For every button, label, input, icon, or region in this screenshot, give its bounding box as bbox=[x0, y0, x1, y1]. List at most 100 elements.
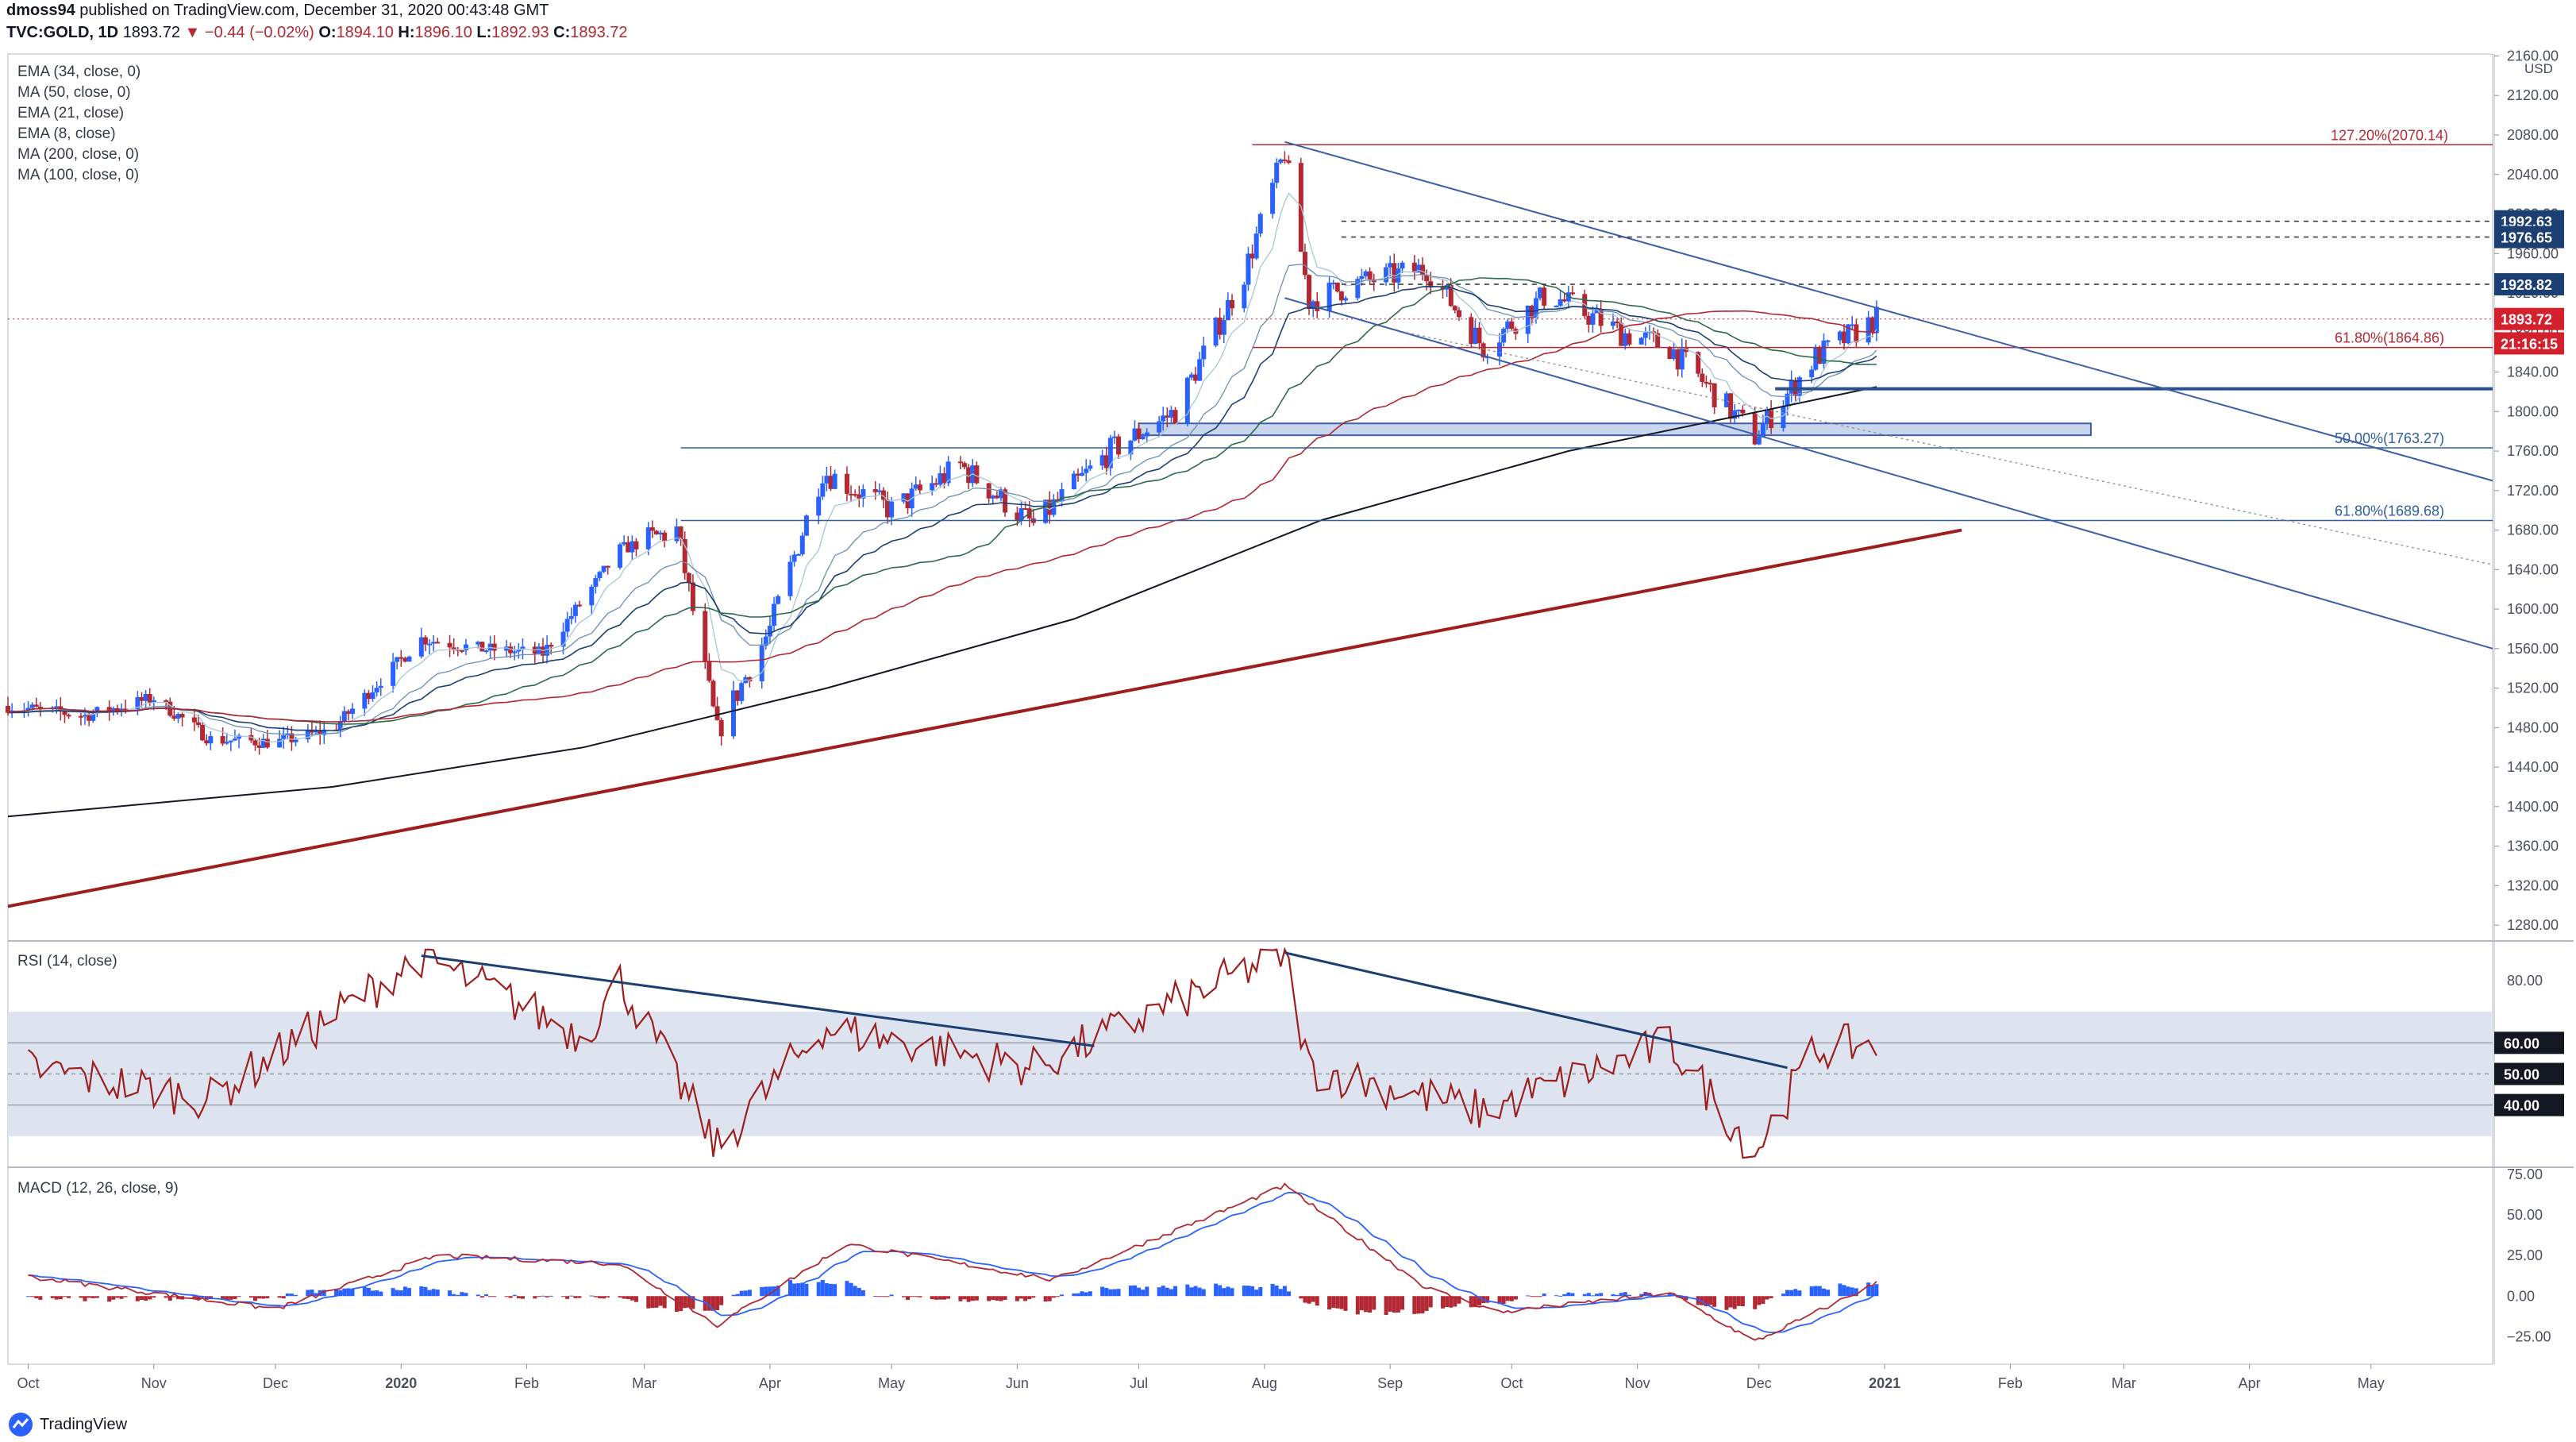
candle-body bbox=[6, 705, 10, 713]
macd-histogram-bar bbox=[703, 1296, 707, 1311]
macd-histogram-bar bbox=[1441, 1296, 1446, 1309]
candle-body bbox=[714, 706, 720, 720]
macd-histogram-bar bbox=[1015, 1296, 1019, 1301]
macd-histogram-bar bbox=[966, 1296, 971, 1302]
candle-body bbox=[1821, 340, 1827, 364]
indicator-ema8[interactable]: EMA (8, close) bbox=[17, 125, 116, 142]
ma-200-line bbox=[7, 386, 1877, 818]
macd-histogram-bar bbox=[1534, 1296, 1538, 1297]
candle-body bbox=[191, 717, 197, 723]
ema-34-line bbox=[7, 286, 1877, 731]
candle-body bbox=[576, 604, 582, 607]
candle-body bbox=[435, 642, 441, 644]
currency-label: USD bbox=[2524, 61, 2553, 76]
macd-histogram-bar bbox=[144, 1296, 148, 1301]
indicator-ma100[interactable]: MA (100, close, 0) bbox=[17, 167, 140, 183]
candle-body bbox=[1671, 349, 1677, 359]
candle-body bbox=[880, 490, 886, 500]
macd-histogram-bar bbox=[1684, 1296, 1688, 1301]
candle-body bbox=[143, 693, 148, 701]
macd-histogram-bar bbox=[658, 1296, 663, 1306]
candle-body bbox=[33, 704, 39, 707]
tradingview-logo-icon bbox=[9, 1413, 33, 1436]
candle-body bbox=[1107, 438, 1113, 468]
macd-histogram-bar bbox=[1173, 1286, 1178, 1297]
candle-body bbox=[25, 708, 31, 711]
candle-body bbox=[406, 656, 412, 662]
candle-body bbox=[135, 696, 141, 709]
candle-body bbox=[1424, 275, 1430, 282]
macd-histogram-bar bbox=[606, 1296, 610, 1297]
candle-body bbox=[479, 642, 485, 652]
macd-histogram-bar bbox=[1254, 1290, 1259, 1297]
macd-histogram-bar bbox=[1282, 1286, 1287, 1297]
candle-body bbox=[90, 713, 96, 721]
price-axis-label: 1680.00 bbox=[2507, 522, 2559, 538]
ema-8-line bbox=[7, 192, 1877, 743]
macd-histogram-bar bbox=[1501, 1296, 1506, 1304]
macd-histogram-bar bbox=[58, 1296, 63, 1300]
macd-histogram-bar bbox=[1428, 1296, 1433, 1308]
macd-histogram-bar bbox=[1137, 1287, 1142, 1297]
macd-histogram-bar bbox=[1595, 1294, 1600, 1297]
candle-body bbox=[208, 736, 214, 744]
candle-body bbox=[1165, 415, 1170, 418]
candle-body bbox=[990, 495, 995, 499]
macd-histogram-bar bbox=[1769, 1296, 1773, 1298]
author-name[interactable]: dmoss94 bbox=[6, 2, 75, 19]
macd-histogram-bar bbox=[399, 1290, 403, 1297]
macd-histogram-bar bbox=[1736, 1296, 1741, 1306]
macd-histogram-bar bbox=[314, 1293, 318, 1297]
candle-body bbox=[1396, 268, 1401, 283]
price-axis-label: 1640.00 bbox=[2507, 561, 2559, 577]
candle-body bbox=[1359, 276, 1365, 280]
candle-body bbox=[1188, 374, 1194, 378]
macd-histogram-bar bbox=[1554, 1295, 1559, 1297]
macd-histogram-bar bbox=[1019, 1296, 1024, 1299]
macd-histogram-bar bbox=[1384, 1296, 1388, 1315]
indicator-ema34[interactable]: EMA (34, close, 0) bbox=[17, 64, 141, 80]
macd-signal-line bbox=[28, 1191, 1877, 1334]
time-axis-label: Oct bbox=[17, 1375, 40, 1391]
candle-body bbox=[78, 715, 83, 718]
tradingview-footer[interactable]: TradingView bbox=[8, 1412, 127, 1437]
macd-histogram-bar bbox=[476, 1294, 480, 1297]
candle-body bbox=[707, 661, 712, 681]
candle-body bbox=[791, 554, 797, 562]
macd-histogram-bar bbox=[873, 1296, 878, 1297]
candle-body bbox=[787, 561, 793, 596]
macd-histogram-bar bbox=[941, 1296, 946, 1300]
indicator-ma200[interactable]: MA (200, close, 0) bbox=[17, 146, 140, 163]
macd-histogram-bar bbox=[938, 1296, 942, 1300]
candle-body bbox=[1538, 287, 1543, 299]
symbol-label[interactable]: TVC:GOLD, 1D bbox=[6, 24, 119, 41]
candle-body bbox=[889, 501, 895, 518]
macd-histogram-bar bbox=[1449, 1296, 1454, 1308]
macd-histogram-bar bbox=[167, 1296, 172, 1301]
macd-histogram-bar bbox=[622, 1296, 626, 1299]
rsi-level-badge bbox=[2494, 1093, 2564, 1116]
candle-body bbox=[431, 642, 437, 644]
macd-histogram-bar bbox=[1388, 1296, 1392, 1312]
macd-histogram-bar bbox=[1513, 1296, 1518, 1300]
candle-body bbox=[901, 493, 907, 502]
macd-histogram-bar bbox=[710, 1296, 715, 1311]
candle-body bbox=[1022, 508, 1028, 511]
candle-body bbox=[260, 738, 266, 748]
candle-body bbox=[1384, 267, 1389, 283]
candle-body bbox=[1796, 377, 1802, 396]
candle-body bbox=[1242, 284, 1247, 309]
macd-histogram-bar bbox=[30, 1296, 35, 1297]
candle-body bbox=[1497, 342, 1503, 357]
candle-body bbox=[1752, 413, 1758, 445]
indicator-ma50[interactable]: MA (50, close, 0) bbox=[17, 84, 131, 101]
macd-histogram-bar bbox=[792, 1283, 797, 1297]
candle-body bbox=[1420, 264, 1426, 276]
price-axis-label: 1440.00 bbox=[2507, 759, 2559, 775]
macd-histogram-bar bbox=[1732, 1296, 1737, 1309]
candle-body bbox=[1315, 301, 1320, 311]
macd-histogram-bar bbox=[1485, 1296, 1490, 1303]
candle-body bbox=[1712, 383, 1717, 407]
indicator-ema21[interactable]: EMA (21, close) bbox=[17, 105, 125, 121]
